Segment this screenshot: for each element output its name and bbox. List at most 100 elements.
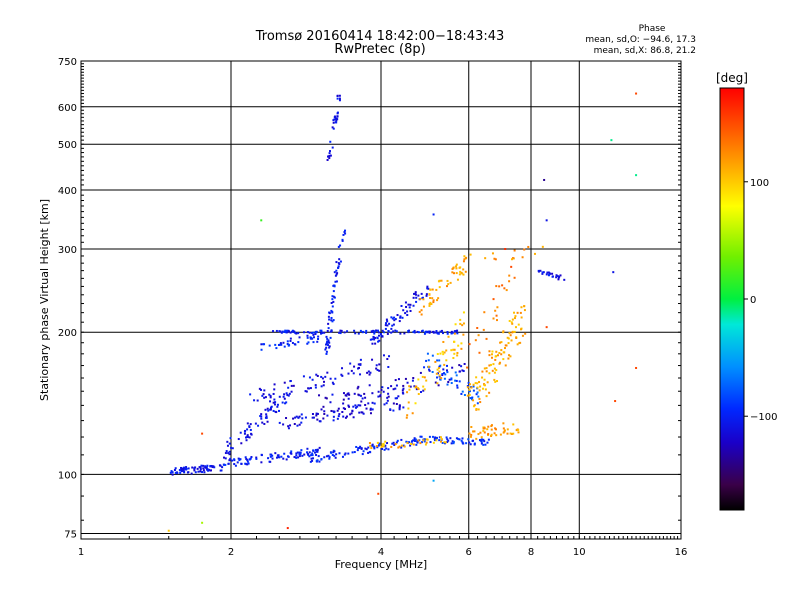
echo-point bbox=[426, 352, 429, 355]
echo-point bbox=[459, 318, 462, 321]
echo-point bbox=[398, 408, 401, 411]
echo-point bbox=[335, 119, 338, 122]
echo-point bbox=[507, 342, 510, 345]
echo-point bbox=[398, 406, 401, 409]
echo-point bbox=[443, 351, 446, 354]
echo-point bbox=[499, 433, 502, 436]
phase-stats-heading: Phase bbox=[639, 24, 666, 34]
echo-point bbox=[276, 403, 279, 406]
echo-point bbox=[515, 429, 518, 432]
echo-point bbox=[320, 385, 323, 388]
echo-point bbox=[233, 458, 236, 461]
echo-point bbox=[337, 407, 340, 410]
echo-point bbox=[356, 449, 359, 452]
echo-point bbox=[323, 456, 326, 459]
echo-point bbox=[461, 441, 464, 444]
echo-point bbox=[378, 334, 381, 337]
echo-point bbox=[386, 396, 389, 399]
echo-point bbox=[386, 442, 389, 445]
echo-point bbox=[306, 334, 309, 337]
echo-point bbox=[466, 385, 469, 388]
echo-point bbox=[422, 389, 425, 392]
echo-point bbox=[271, 457, 274, 460]
echo-point bbox=[431, 435, 434, 438]
chart-title: Tromsø 20160414 18:42:00−18:43:43 bbox=[255, 29, 505, 44]
echo-point bbox=[245, 436, 248, 439]
echo-point bbox=[490, 424, 493, 427]
echo-point bbox=[341, 367, 344, 370]
echo-point bbox=[306, 336, 309, 339]
y-tick-label: 600 bbox=[58, 103, 77, 114]
echo-point bbox=[311, 331, 314, 334]
echo-point bbox=[282, 341, 285, 344]
echo-point bbox=[357, 385, 360, 388]
echo-point bbox=[311, 452, 314, 455]
echo-point bbox=[332, 119, 335, 122]
echo-point bbox=[398, 404, 401, 407]
echo-point bbox=[373, 402, 376, 405]
echo-point bbox=[523, 305, 526, 308]
echo-point bbox=[457, 344, 460, 347]
echo-point bbox=[440, 377, 443, 380]
x-tick-label: 1 bbox=[78, 547, 84, 558]
echo-point bbox=[384, 324, 387, 327]
echo-point bbox=[353, 451, 356, 454]
echo-point bbox=[329, 330, 332, 333]
echo-point bbox=[299, 453, 302, 456]
echo-point bbox=[387, 366, 390, 369]
echo-point bbox=[488, 350, 491, 353]
echo-point bbox=[398, 405, 401, 408]
echo-point bbox=[467, 381, 470, 384]
echo-point bbox=[306, 342, 309, 345]
echo-point bbox=[508, 332, 511, 335]
echo-point bbox=[335, 269, 338, 272]
echo-point bbox=[312, 331, 315, 334]
echo-point bbox=[326, 340, 329, 343]
echo-point bbox=[218, 464, 221, 467]
echo-point bbox=[338, 413, 341, 416]
echo-point bbox=[506, 432, 509, 435]
echo-point bbox=[436, 376, 439, 379]
echo-point bbox=[209, 464, 212, 467]
echo-point bbox=[330, 319, 333, 322]
echo-point bbox=[269, 455, 272, 458]
echo-point bbox=[382, 331, 385, 334]
echo-point bbox=[289, 337, 292, 340]
echo-point bbox=[347, 372, 350, 375]
echo-point bbox=[260, 453, 263, 456]
echo-point bbox=[320, 331, 323, 334]
echo-point bbox=[492, 298, 495, 301]
echo-point bbox=[311, 378, 314, 381]
echo-point bbox=[196, 467, 199, 470]
echo-point bbox=[323, 412, 326, 415]
echo-point bbox=[290, 450, 293, 453]
echo-point bbox=[224, 457, 227, 460]
echo-point bbox=[539, 269, 542, 272]
echo-point bbox=[300, 421, 303, 424]
echo-point bbox=[413, 329, 416, 332]
echo-point bbox=[187, 467, 190, 470]
echo-point bbox=[202, 469, 205, 472]
echo-point bbox=[339, 332, 342, 335]
echo-point bbox=[371, 444, 374, 447]
echo-point bbox=[331, 146, 334, 149]
echo-point bbox=[465, 442, 468, 445]
echo-point bbox=[283, 381, 286, 384]
echo-point bbox=[511, 331, 514, 334]
echo-point bbox=[468, 393, 471, 396]
echo-point bbox=[167, 529, 170, 532]
echo-point bbox=[249, 423, 252, 426]
echo-point bbox=[453, 332, 456, 335]
phase-colorbar bbox=[719, 87, 745, 511]
echo-point bbox=[318, 394, 321, 397]
echo-point bbox=[246, 428, 249, 431]
echo-point bbox=[321, 377, 324, 380]
echo-point bbox=[476, 391, 479, 394]
echo-point bbox=[376, 369, 379, 372]
echo-point bbox=[326, 371, 329, 374]
echo-point bbox=[455, 379, 458, 382]
echo-point bbox=[343, 331, 346, 334]
echo-point bbox=[394, 397, 397, 400]
echo-point bbox=[255, 457, 258, 460]
